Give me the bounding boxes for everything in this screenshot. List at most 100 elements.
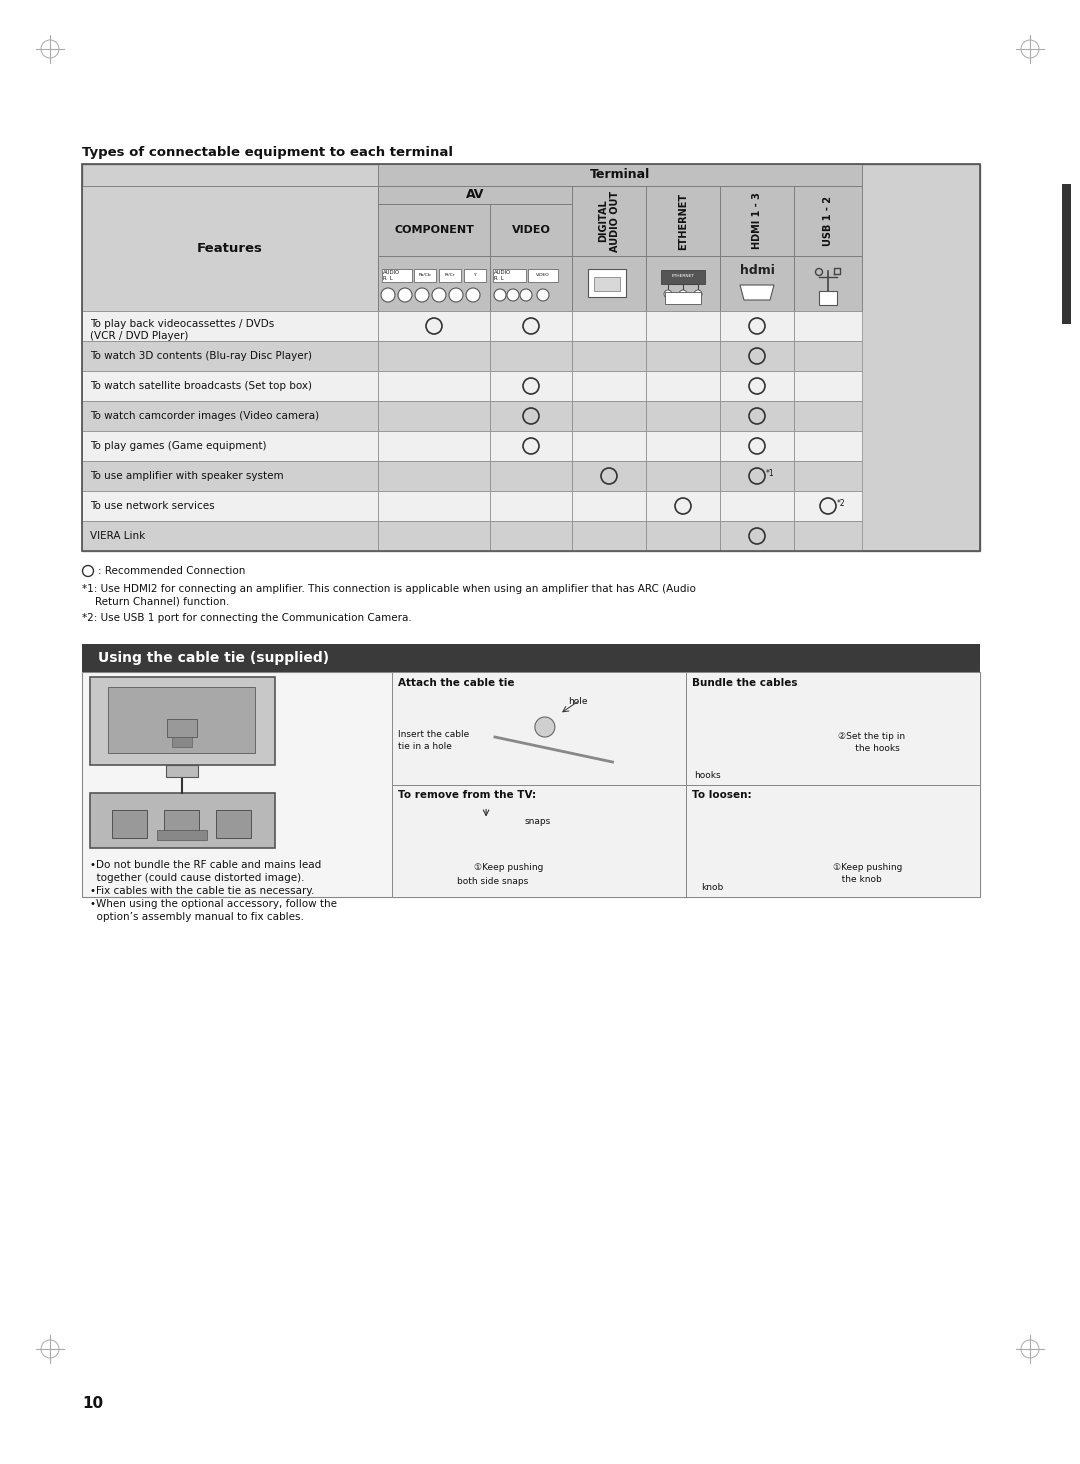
- Text: : Recommended Connection: : Recommended Connection: [98, 567, 245, 575]
- Text: ETHERNET: ETHERNET: [678, 192, 688, 249]
- Bar: [661, 269, 705, 284]
- Bar: [794, 490, 862, 521]
- Bar: [646, 370, 720, 401]
- Bar: [794, 256, 862, 310]
- Bar: [646, 256, 720, 310]
- Text: •When using the optional accessory, follow the: •When using the optional accessory, foll…: [90, 899, 337, 909]
- Bar: [216, 810, 251, 837]
- Bar: [108, 687, 255, 752]
- Bar: [794, 186, 862, 256]
- Bar: [720, 310, 794, 341]
- Bar: [572, 186, 646, 256]
- Bar: [572, 256, 646, 310]
- Bar: [378, 370, 490, 401]
- Bar: [490, 461, 572, 490]
- Text: VIDEO: VIDEO: [512, 225, 551, 236]
- Text: snaps: snaps: [524, 817, 551, 826]
- Text: USB 1 - 2: USB 1 - 2: [823, 196, 833, 246]
- Polygon shape: [740, 285, 774, 300]
- Bar: [82, 644, 980, 672]
- Text: VIDEO: VIDEO: [536, 272, 550, 277]
- Bar: [794, 461, 862, 490]
- Bar: [572, 370, 646, 401]
- Bar: [82, 164, 980, 550]
- Bar: [646, 461, 720, 490]
- Bar: [720, 401, 794, 430]
- Bar: [382, 269, 411, 283]
- Text: *2: Use USB 1 port for connecting the Communication Camera.: *2: Use USB 1 port for connecting the Co…: [82, 613, 411, 624]
- Text: hooks: hooks: [694, 770, 720, 779]
- Text: To watch 3D contents (Blu-ray Disc Player): To watch 3D contents (Blu-ray Disc Playe…: [90, 351, 312, 362]
- Circle shape: [449, 288, 463, 302]
- Bar: [378, 310, 490, 341]
- Text: VIERA Link: VIERA Link: [90, 531, 145, 542]
- Bar: [572, 310, 646, 341]
- Text: HDMI 1 - 3: HDMI 1 - 3: [752, 193, 762, 249]
- Bar: [112, 810, 147, 837]
- Bar: [414, 269, 436, 283]
- Circle shape: [494, 288, 507, 302]
- Bar: [378, 256, 490, 310]
- Bar: [794, 430, 862, 461]
- Bar: [720, 370, 794, 401]
- Bar: [82, 186, 378, 310]
- Text: Types of connectable equipment to each terminal: Types of connectable equipment to each t…: [82, 146, 453, 160]
- Text: To loosen:: To loosen:: [692, 791, 752, 801]
- Bar: [166, 766, 198, 777]
- Bar: [90, 676, 275, 766]
- Text: Using the cable tie (supplied): Using the cable tie (supplied): [98, 651, 329, 665]
- Bar: [720, 521, 794, 550]
- Circle shape: [537, 288, 549, 302]
- Text: Y: Y: [474, 272, 476, 277]
- Bar: [392, 672, 686, 785]
- Bar: [646, 401, 720, 430]
- Circle shape: [519, 288, 532, 302]
- Text: AV: AV: [465, 189, 484, 202]
- Bar: [646, 186, 720, 256]
- Bar: [490, 256, 572, 310]
- Bar: [720, 341, 794, 370]
- Bar: [720, 461, 794, 490]
- Text: ①Keep pushing: ①Keep pushing: [833, 862, 903, 873]
- Circle shape: [381, 288, 395, 302]
- Bar: [720, 256, 794, 310]
- Bar: [794, 401, 862, 430]
- Bar: [528, 269, 558, 283]
- Bar: [490, 430, 572, 461]
- Bar: [378, 164, 862, 186]
- Text: *2: *2: [837, 499, 846, 508]
- Text: Terminal: Terminal: [590, 168, 650, 182]
- Bar: [392, 785, 686, 897]
- Bar: [665, 291, 701, 305]
- Text: hole: hole: [568, 697, 588, 706]
- Text: 10: 10: [82, 1397, 103, 1411]
- Text: (VCR / DVD Player): (VCR / DVD Player): [90, 331, 188, 341]
- Text: both side snaps: both side snaps: [457, 877, 528, 886]
- Bar: [378, 203, 490, 256]
- Circle shape: [679, 290, 687, 299]
- Bar: [720, 186, 794, 256]
- Bar: [82, 401, 378, 430]
- Text: •Fix cables with the cable tie as necessary.: •Fix cables with the cable tie as necess…: [90, 886, 314, 896]
- Text: COMPONENT: COMPONENT: [394, 225, 474, 236]
- Bar: [490, 370, 572, 401]
- Text: To play games (Game equipment): To play games (Game equipment): [90, 441, 267, 451]
- Bar: [646, 341, 720, 370]
- Text: ①Keep pushing: ①Keep pushing: [474, 862, 543, 873]
- Bar: [490, 521, 572, 550]
- Circle shape: [399, 288, 411, 302]
- Circle shape: [507, 288, 519, 302]
- Circle shape: [465, 288, 480, 302]
- Text: To use amplifier with speaker system: To use amplifier with speaker system: [90, 471, 284, 482]
- Bar: [572, 401, 646, 430]
- Bar: [378, 341, 490, 370]
- Bar: [490, 203, 572, 256]
- Bar: [164, 810, 199, 837]
- Text: hdmi: hdmi: [740, 265, 774, 278]
- Circle shape: [694, 290, 702, 299]
- Text: Pb/Cb: Pb/Cb: [419, 272, 431, 277]
- Text: the hooks: the hooks: [838, 744, 900, 752]
- Text: Features: Features: [197, 242, 262, 255]
- Bar: [490, 401, 572, 430]
- Bar: [82, 310, 378, 341]
